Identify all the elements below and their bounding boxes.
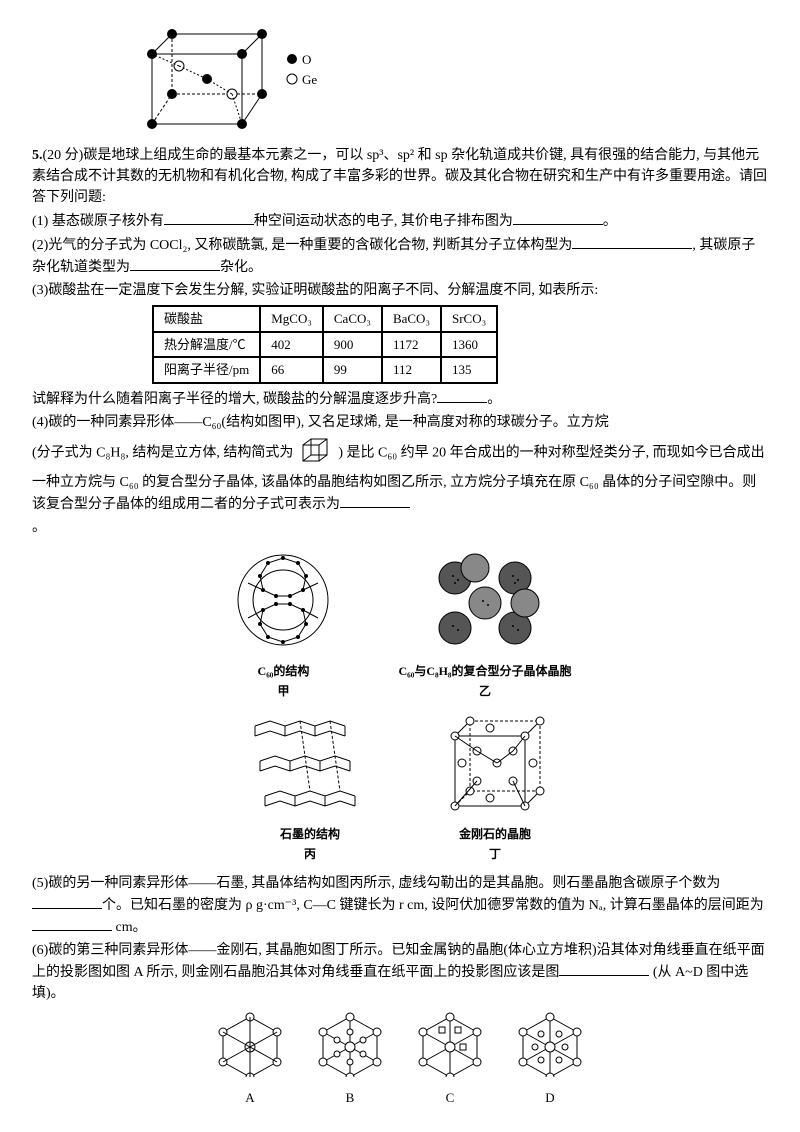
- c60-structure-diagram: [228, 548, 338, 653]
- q5-part2: (2)光气的分子式为 COCl₂, 又称碳酰氯, 是一种重要的含碳化合物, 判断…: [32, 234, 768, 278]
- blank-2a[interactable]: [572, 234, 692, 249]
- q5-part4a: (4)碳的一种同素异形体——C₆₀(结构如图甲), 又名足球烯, 是一种高度对称…: [32, 412, 768, 433]
- carbonate-table: 碳酸盐MgCO₃CaCO₃BaCO₃SrCO₃ 热分解温度/℃402900117…: [152, 305, 498, 384]
- legend-o-text: O: [302, 52, 311, 67]
- graphite-structure-diagram: [245, 706, 375, 816]
- composite-crystal-diagram: [425, 548, 545, 653]
- q5-part5: (5)碳的另一种同素异形体——石墨, 其晶体结构如图丙所示, 虚线勾勒出的是其晶…: [32, 873, 768, 938]
- blank-5b[interactable]: [32, 916, 112, 931]
- blank-2c[interactable]: [130, 256, 220, 271]
- geo2-cube-diagram: O Ge: [132, 24, 768, 141]
- legend-ge-text: Ge: [302, 72, 317, 87]
- option-b-diagram: [315, 1012, 385, 1077]
- blank-6[interactable]: [559, 961, 649, 976]
- hexagon-options: A B: [32, 1012, 768, 1108]
- blank-1a[interactable]: [164, 210, 254, 225]
- q5-part3a: (3)碳酸盐在一定温度下会发生分解, 实验证明碳酸盐的阳离子不同、分解温度不同,…: [32, 280, 768, 301]
- q5-intro: 5.(20 分)碳是地球上组成生命的最基本元素之一，可以 sp³、sp² 和 s…: [32, 145, 768, 208]
- blank-3[interactable]: [437, 388, 487, 403]
- diamond-cell-diagram: [435, 706, 555, 816]
- q5-part4b: (分子式为 C₈H₈, 结构是立方体, 结构简式为 ) 是比 C₆₀ 约早 20…: [32, 435, 768, 515]
- blank-1b[interactable]: [513, 210, 603, 225]
- blank-5a[interactable]: [32, 894, 102, 909]
- q5-part6: (6)碳的第三种同素异形体——金刚石, 其晶胞如图丁所示。已知金属钠的晶胞(体心…: [32, 940, 768, 1004]
- cubane-structure-icon: [299, 435, 333, 472]
- figure-block: C₆₀的结构 甲: [32, 548, 768, 863]
- q5-part4d: 。: [32, 517, 768, 538]
- option-d-diagram: [515, 1012, 585, 1077]
- option-c-diagram: [415, 1012, 485, 1077]
- q5-part3b: 试解释为什么随着阳离子半径的增大, 碳酸盐的分解温度逐步升高?。: [32, 388, 768, 410]
- option-a-diagram: [215, 1012, 285, 1077]
- blank-4[interactable]: [340, 493, 410, 508]
- q5-part1: (1) 基态碳原子核外有种空间运动状态的电子, 其价电子排布图为。: [32, 210, 768, 232]
